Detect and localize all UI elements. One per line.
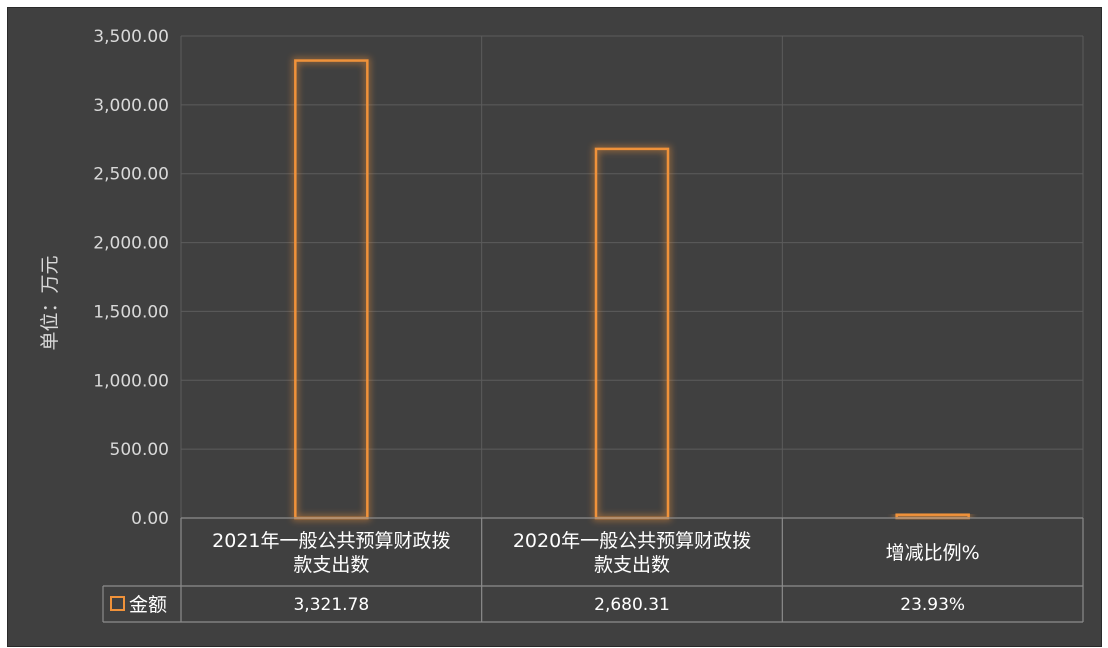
data-table-value: 3,321.78	[293, 595, 369, 615]
bar	[594, 147, 670, 520]
bar-glow	[593, 145, 671, 521]
y-tick-label: 1,500.00	[93, 302, 169, 322]
legend-key	[110, 596, 125, 611]
legend-label: 金额	[129, 594, 167, 616]
category-label: 2021年一般公共预算财政拨	[212, 530, 450, 552]
y-tick-label: 1,000.00	[93, 371, 169, 391]
bar-chart: 0.00 500.00 1,000.00 1,500.00 2,000.00 2,500.…	[39, 27, 1084, 623]
data-table-value: 23.93%	[900, 595, 965, 615]
y-tick-label: 2,000.00	[93, 234, 169, 254]
category-label: 增减比例%	[886, 542, 980, 564]
y-tick-label: 3,000.00	[93, 96, 169, 116]
y-tick-label: 2,500.00	[93, 165, 169, 185]
category-label: 款支出数	[293, 554, 369, 576]
y-tick-label: 0.00	[131, 509, 169, 529]
y-tick-label: 3,500.00	[93, 27, 169, 47]
y-axis-label: 单位：万元	[39, 255, 61, 350]
data-table-value: 2,680.31	[594, 595, 670, 615]
category-label: 款支出数	[594, 554, 670, 576]
category-label: 2020年一般公共预算财政拨	[513, 530, 751, 552]
y-tick-label: 500.00	[110, 440, 169, 460]
chart-area: 0.00 500.00 1,000.00 1,500.00 2,000.00 2,500.…	[7, 7, 1102, 647]
